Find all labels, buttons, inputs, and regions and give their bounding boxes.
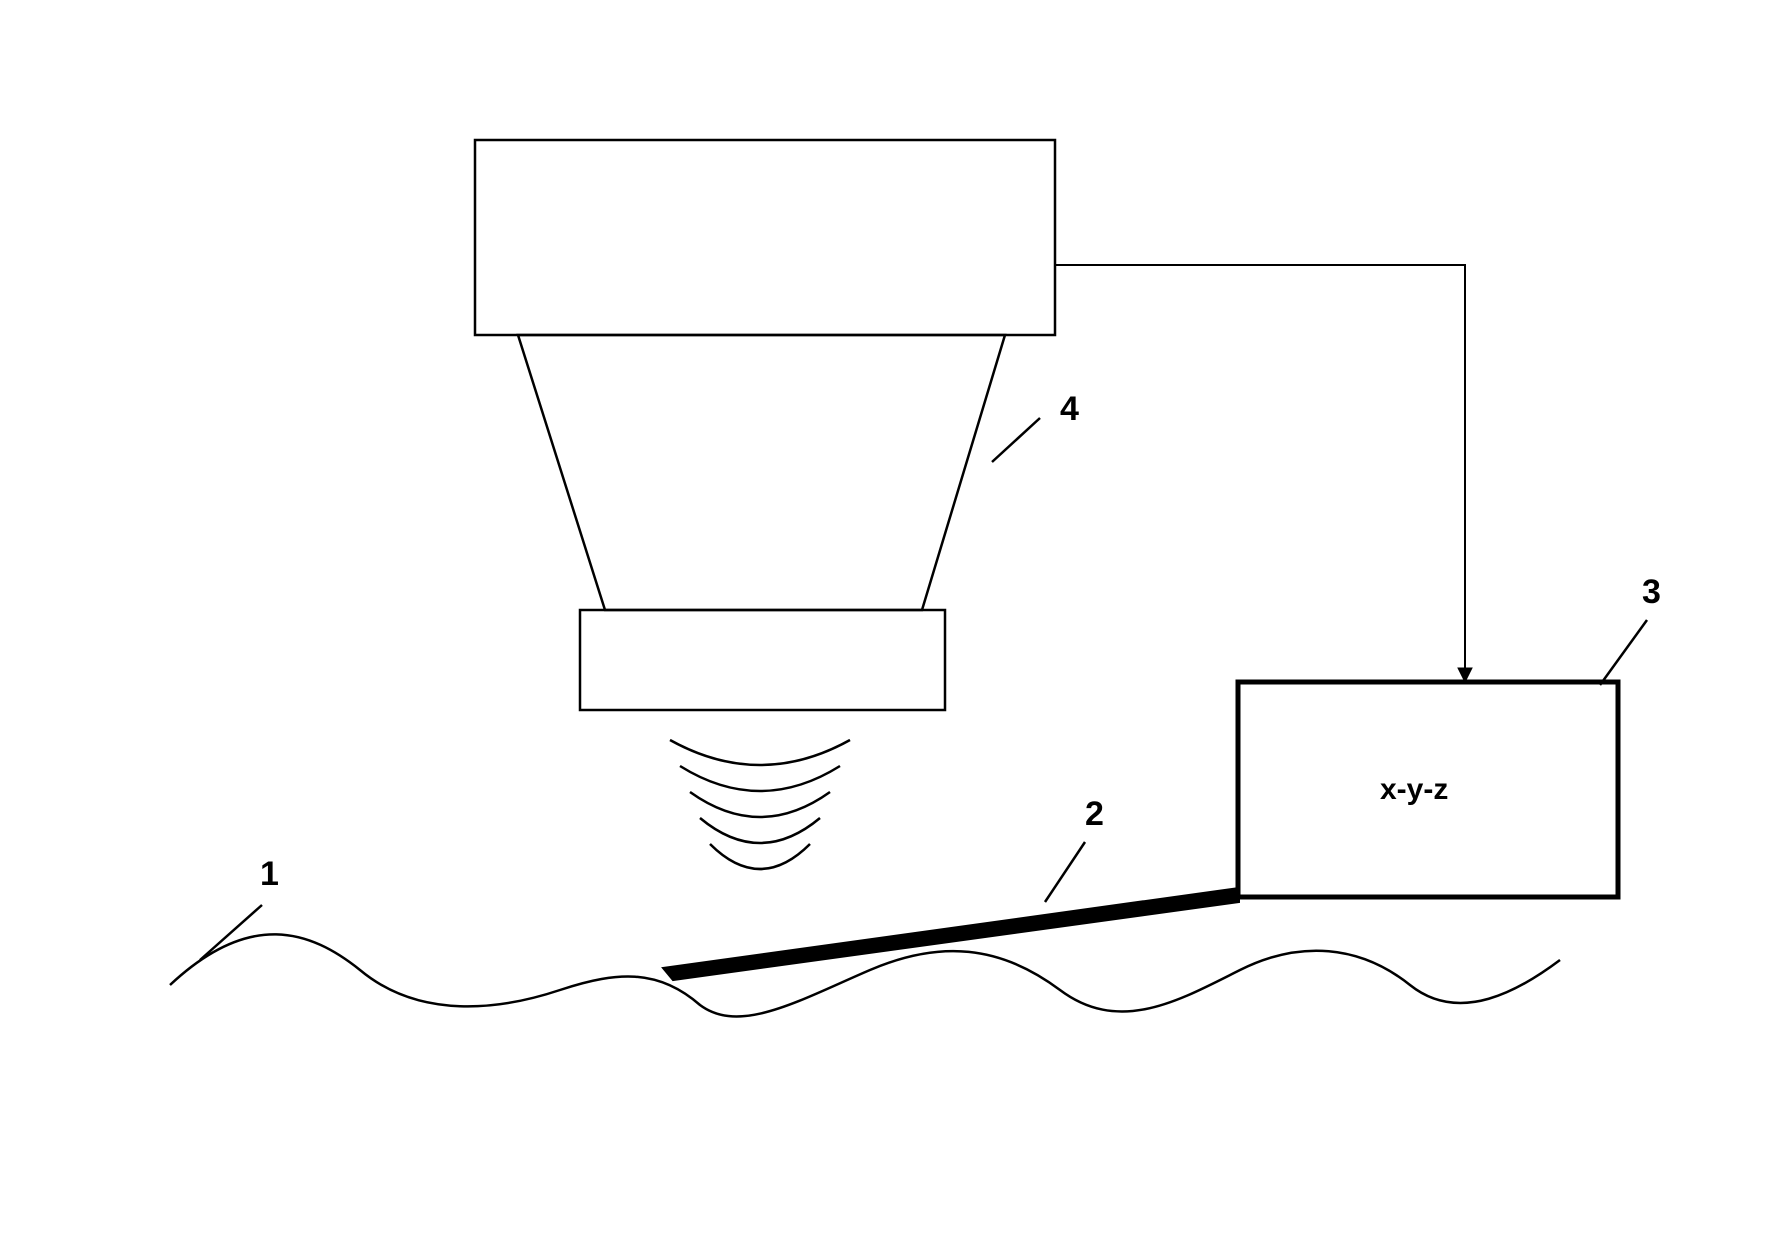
wave-arc-1 (670, 740, 850, 765)
diagram-canvas (0, 0, 1765, 1251)
reference-label-2: 2 (1085, 795, 1104, 834)
wave-arc-5 (710, 844, 810, 869)
transducer-top-rect (475, 140, 1055, 335)
leader-line-2 (1045, 842, 1085, 902)
connector-line (1055, 265, 1465, 670)
reference-label-1: 1 (260, 855, 279, 894)
reference-label-3: 3 (1642, 573, 1661, 612)
reference-label-4: 4 (1060, 390, 1079, 429)
leader-line-4 (992, 418, 1040, 462)
leader-line-1 (200, 905, 262, 960)
leader-line-3 (1600, 620, 1647, 685)
wave-arc-2 (680, 766, 840, 791)
wave-arc-3 (690, 792, 830, 817)
control-box-label: x-y-z (1380, 773, 1448, 807)
transducer-trapezoid (518, 335, 1005, 610)
wave-arc-4 (700, 818, 820, 843)
transducer-bottom-rect (580, 610, 945, 710)
stylus-cantilever (663, 888, 1239, 980)
